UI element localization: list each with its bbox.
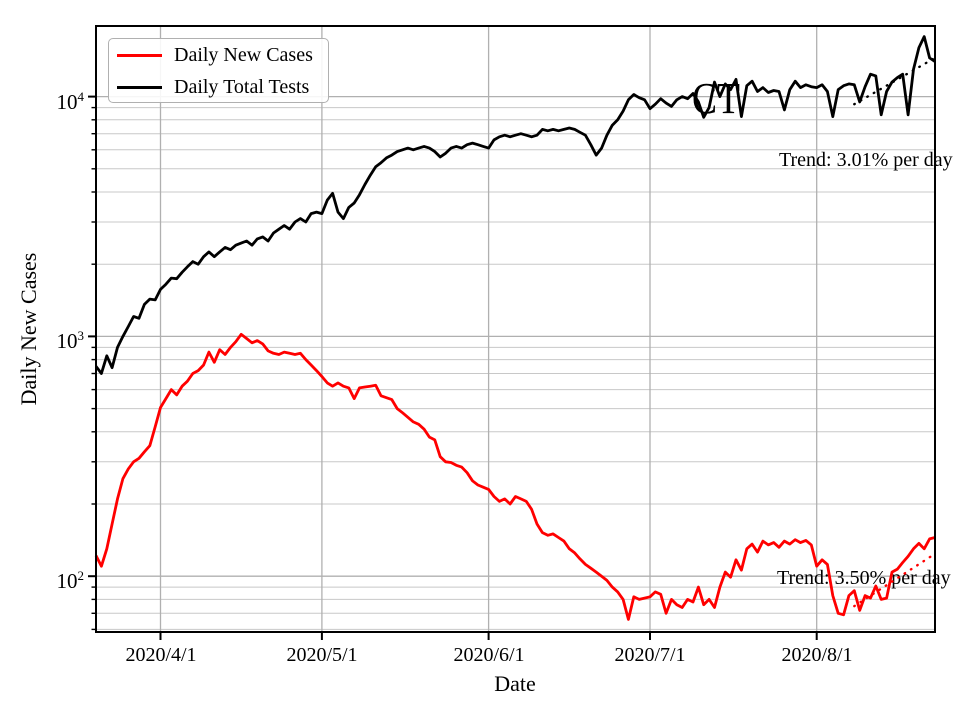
daily-total-tests-line xyxy=(94,35,936,375)
tests-trend-annotation: Trend: 3.01% per day xyxy=(779,149,953,171)
legend-label: Daily New Cases xyxy=(174,44,313,66)
x-tick-label-jun: 2020/6/1 xyxy=(453,644,525,666)
x-tick-label-aug: 2020/8/1 xyxy=(781,644,853,666)
y-tick-label-1e3: 103 xyxy=(56,328,85,353)
series-layer xyxy=(94,35,937,621)
x-axis-label: Date xyxy=(494,671,536,696)
state-watermark: CT xyxy=(692,74,740,123)
legend-label: Daily Total Tests xyxy=(174,76,310,98)
legend-item-daily-new-cases: Daily New Cases xyxy=(109,40,328,71)
legend-line-sample-red xyxy=(117,54,162,57)
axes-frame-layer xyxy=(88,25,936,640)
y-axis-label: Daily New Cases xyxy=(16,252,41,406)
x-tick-label-apr: 2020/4/1 xyxy=(125,644,197,666)
annotation-layer: CT Trend: 3.01% per day Trend: 3.50% per… xyxy=(692,74,953,589)
daily-new-cases-line xyxy=(94,332,936,621)
cases-trend-annotation: Trend: 3.50% per day xyxy=(777,567,951,589)
y-tick-label-1e2: 102 xyxy=(56,568,85,593)
legend-line-sample-black xyxy=(117,86,162,89)
axes-frame xyxy=(95,25,936,633)
legend: Daily New Cases Daily Total Tests xyxy=(108,38,329,103)
x-tick-label-jul: 2020/7/1 xyxy=(614,644,686,666)
y-tick-label-1e4: 104 xyxy=(56,89,85,114)
grid-layer xyxy=(96,26,935,632)
x-tick-label-may: 2020/5/1 xyxy=(286,644,358,666)
legend-item-daily-total-tests: Daily Total Tests xyxy=(109,72,328,103)
